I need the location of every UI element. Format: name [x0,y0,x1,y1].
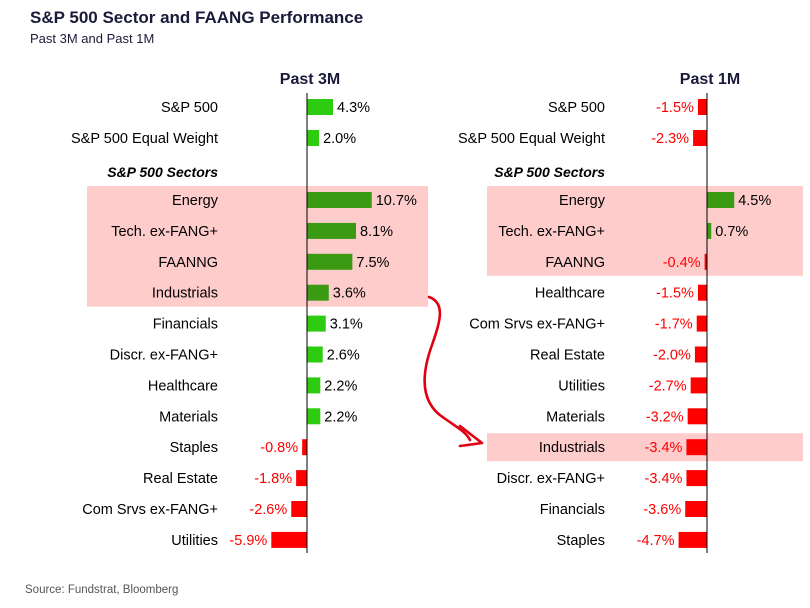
p3m-data-label-real-estate: -1.8% [254,471,292,487]
p1m-data-label-discr-ex-fang: -3.4% [645,471,683,487]
p3m-category-label-industrials: Industrials [152,286,218,302]
p3m-bar-energy [307,192,372,208]
p1m-category-label-discr-ex-fang: Discr. ex-FANG+ [497,471,605,487]
p3m-bar-discr-ex-fang [307,346,323,363]
p1m-bar-materials [687,408,707,425]
p1m-bar-utilities [690,377,707,394]
p3m-bar-s-p-500-equal-weight [307,130,320,146]
p1m-bar-s-p-500-equal-weight [693,130,707,146]
p3m-data-label-materials: 2.2% [324,409,357,425]
p3m-data-label-faanng: 7.5% [356,255,389,271]
p3m-data-label-tech-ex-fang: 8.1% [360,224,393,240]
p1m-data-label-industrials: -3.4% [645,440,683,456]
p1m-data-label-staples: -4.7% [637,533,675,549]
p1m-category-label-real-estate: Real Estate [530,348,605,364]
p1m-category-label-staples: Staples [557,533,605,549]
chart-title: S&P 500 Sector and FAANG Performance [30,8,364,27]
p3m-bar-tech-ex-fang [307,222,357,239]
p3m-bar-staples [302,439,307,456]
p1m-bar-healthcare [697,284,707,301]
industrials-arrow-head [458,424,484,448]
p1m-bar-financials [685,501,707,517]
p3m-bar-com-srvs-ex-fang [291,501,307,517]
source-note: Source: Fundstrat, Bloomberg [25,584,179,596]
p1m-data-label-real-estate: -2.0% [653,348,691,364]
p3m-data-label-com-srvs-ex-fang: -2.6% [249,502,287,518]
p1m-data-label-tech-ex-fang: 0.7% [715,224,748,240]
p1m-data-label-healthcare: -1.5% [656,286,694,302]
p3m-category-label-real-estate: Real Estate [143,471,218,487]
p1m-section-label: S&P 500 Sectors [494,164,605,180]
p3m-category-label-staples: Staples [170,440,218,456]
p3m-panel-title: Past 3M [280,71,340,88]
p1m-data-label-faanng: -0.4% [663,255,701,271]
p3m-data-label-s-p-500: 4.3% [337,100,370,116]
p1m-highlight-band-2 [487,433,803,462]
p3m-category-label-financials: Financials [153,317,218,333]
p1m-highlight-band-1 [487,186,803,276]
p3m-bar-healthcare [307,377,321,394]
p3m-data-label-discr-ex-fang: 2.6% [327,348,360,364]
p3m-category-label-faanng: FAANNG [158,255,218,271]
p1m-category-label-healthcare: Healthcare [535,286,605,302]
p3m-bar-materials [307,408,321,425]
p1m-bar-industrials [686,439,707,456]
p1m-data-label-com-srvs-ex-fang: -1.7% [655,317,693,333]
p1m-data-label-energy: 4.5% [738,193,771,209]
p1m-category-label-faanng: FAANNG [545,255,605,271]
p3m-category-label-utilities: Utilities [171,533,218,549]
p1m-category-label-s-p-500-equal-weight: S&P 500 Equal Weight [458,131,605,147]
p1m-bar-faanng [704,253,707,270]
p1m-category-label-materials: Materials [546,409,605,425]
p3m-category-label-energy: Energy [172,193,219,209]
p1m-data-label-utilities: -2.7% [649,378,687,394]
p1m-bar-discr-ex-fang [686,470,707,487]
p1m-category-label-s-p-500: S&P 500 [548,100,605,116]
p1m-category-label-financials: Financials [540,502,605,518]
p3m-category-label-s-p-500: S&P 500 [161,100,218,116]
p3m-bar-s-p-500 [307,99,334,115]
p3m-data-label-s-p-500-equal-weight: 2.0% [323,131,356,147]
p1m-bar-staples [678,531,707,548]
p3m-data-label-staples: -0.8% [260,440,298,456]
p3m-category-label-tech-ex-fang: Tech. ex-FANG+ [111,224,218,240]
p1m-data-label-materials: -3.2% [646,409,684,425]
p3m-bar-industrials [307,284,329,301]
p1m-bar-real-estate [694,346,707,363]
p3m-data-label-healthcare: 2.2% [324,378,357,394]
p3m-bar-financials [307,315,326,332]
p3m-category-label-materials: Materials [159,409,218,425]
p1m-category-label-com-srvs-ex-fang: Com Srvs ex-FANG+ [469,317,605,333]
p1m-category-label-energy: Energy [559,193,606,209]
p3m-bar-faanng [307,253,353,270]
p3m-data-label-utilities: -5.9% [229,533,267,549]
p1m-category-label-tech-ex-fang: Tech. ex-FANG+ [498,224,605,240]
p3m-bar-utilities [271,531,307,548]
p3m-bar-real-estate [296,470,307,487]
p3m-category-label-discr-ex-fang: Discr. ex-FANG+ [110,348,218,364]
p1m-data-label-s-p-500: -1.5% [656,100,694,116]
p1m-data-label-financials: -3.6% [643,502,681,518]
p3m-data-label-financials: 3.1% [330,317,363,333]
chart-subtitle: Past 3M and Past 1M [30,31,155,46]
p3m-category-label-s-p-500-equal-weight: S&P 500 Equal Weight [71,131,218,147]
p1m-data-label-s-p-500-equal-weight: -2.3% [651,131,689,147]
p3m-category-label-healthcare: Healthcare [148,378,218,394]
p1m-bar-s-p-500 [697,99,707,115]
p3m-section-label: S&P 500 Sectors [107,164,218,180]
p3m-data-label-energy: 10.7% [376,193,417,209]
p3m-category-label-com-srvs-ex-fang: Com Srvs ex-FANG+ [82,502,218,518]
p1m-bar-com-srvs-ex-fang [696,315,707,332]
p1m-bar-tech-ex-fang [707,222,712,239]
p3m-data-label-industrials: 3.6% [333,286,366,302]
p1m-category-label-industrials: Industrials [539,440,605,456]
p1m-category-label-utilities: Utilities [558,378,605,394]
p1m-panel-title: Past 1M [680,71,740,88]
p1m-bar-energy [707,192,735,208]
industrials-arrow-line [423,295,472,442]
